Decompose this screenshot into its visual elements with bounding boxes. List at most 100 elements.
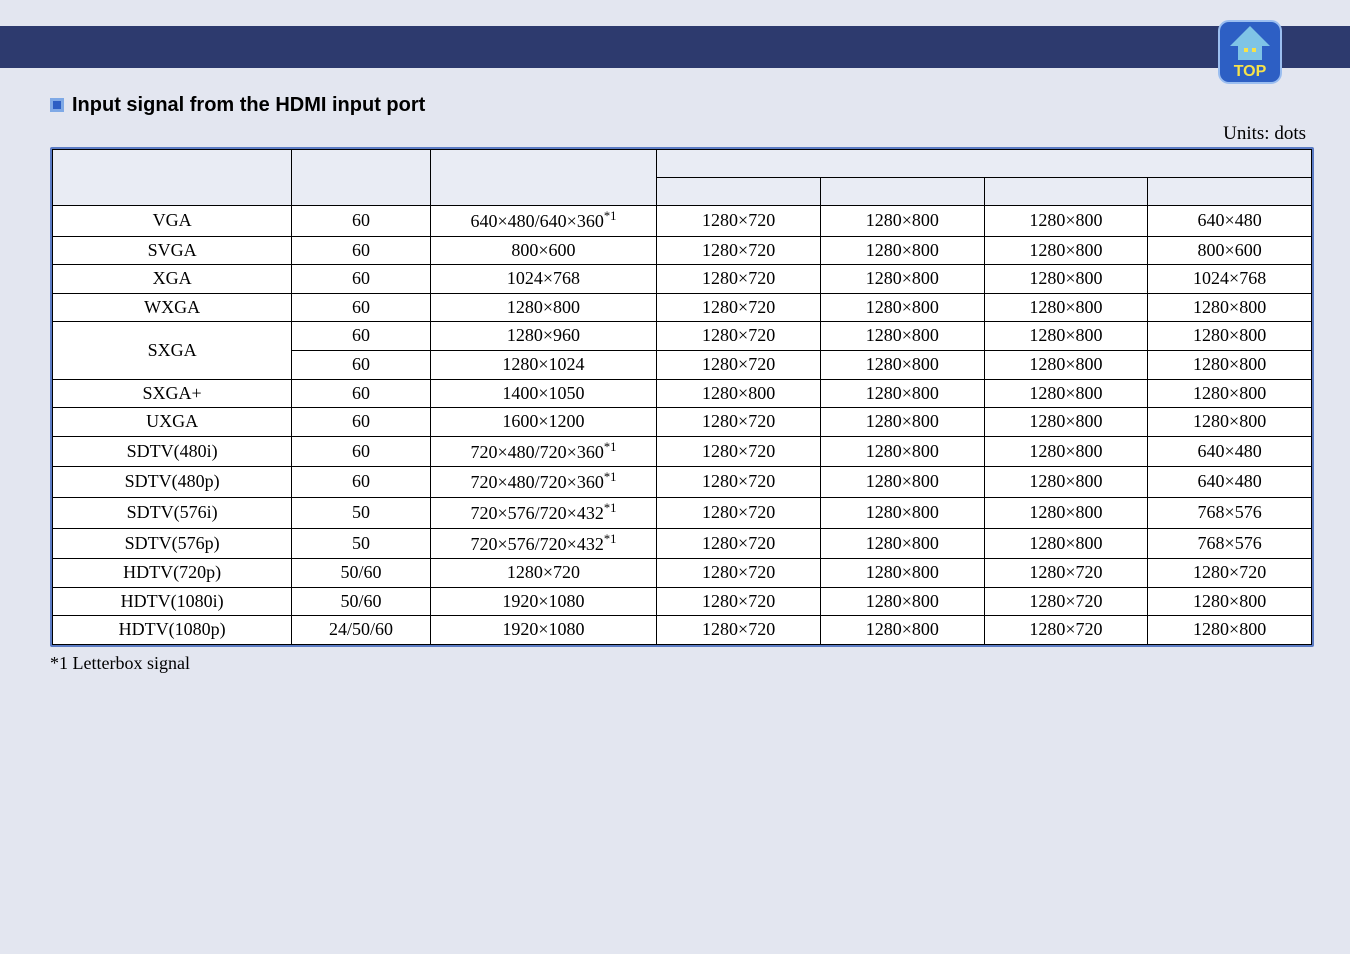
superscript: *1: [604, 532, 617, 546]
header-bar: TOP: [0, 0, 1350, 72]
cell-output: 1280×800: [984, 350, 1148, 379]
cell-signal: SDTV(480i): [53, 436, 292, 467]
signal-table-wrap: VGA60640×480/640×360*11280×7201280×80012…: [50, 147, 1314, 647]
cell-signal: SDTV(576i): [53, 497, 292, 528]
table-row: HDTV(1080p)24/50/601920×1080 1280×7201280…: [53, 616, 1312, 645]
cell-output: 1280×800: [820, 559, 984, 588]
cell-output: 1280×720: [657, 322, 821, 351]
cell-output: 1280×720: [657, 528, 821, 559]
th-signal: [53, 150, 292, 206]
cell-refresh: 60: [292, 350, 430, 379]
cell-output: 1280×800: [1148, 616, 1312, 645]
cell-output: 1280×720: [657, 497, 821, 528]
cell-output: 1280×800: [820, 379, 984, 408]
superscript: *1: [604, 501, 617, 515]
cell-resolution: 640×480/640×360*1: [430, 206, 657, 237]
cell-refresh: 60: [292, 265, 430, 294]
units-label: Units: dots: [50, 123, 1306, 145]
cell-output: 1280×720: [657, 236, 821, 265]
cell-resolution: 1920×1080: [430, 616, 657, 645]
th-col5: [820, 178, 984, 206]
cell-output: 1280×800: [1148, 379, 1312, 408]
table-row: SDTV(576i)50720×576/720×432*11280×720128…: [53, 497, 1312, 528]
cell-output: 1280×720: [657, 559, 821, 588]
cell-output: 1280×720: [657, 587, 821, 616]
cell-resolution: 720×576/720×432*1: [430, 497, 657, 528]
signal-table: VGA60640×480/640×360*11280×7201280×80012…: [52, 149, 1312, 645]
cell-output: 1280×800: [657, 379, 821, 408]
section-title: Input signal from the HDMI input port: [50, 94, 1314, 117]
section-bullet-icon: [50, 98, 64, 112]
cell-output: 1280×720: [657, 436, 821, 467]
table-row: SDTV(480i)60720×480/720×360*11280×720128…: [53, 436, 1312, 467]
cell-output: 1280×800: [820, 265, 984, 294]
cell-output: 1280×720: [1148, 559, 1312, 588]
th-col6: [984, 178, 1148, 206]
cell-signal: SVGA: [53, 236, 292, 265]
cell-output: 1280×800: [820, 322, 984, 351]
superscript: *1: [604, 209, 617, 223]
cell-output: 640×480: [1148, 436, 1312, 467]
cell-signal: SXGA: [53, 322, 292, 379]
cell-output: 1280×720: [657, 265, 821, 294]
cell-output: 1280×800: [820, 293, 984, 322]
cell-signal: SDTV(576p): [53, 528, 292, 559]
cell-output: 1280×800: [820, 350, 984, 379]
cell-refresh: 50: [292, 497, 430, 528]
table-row: UXGA601600×12001280×7201280×8001280×8001…: [53, 408, 1312, 437]
table-row: HDTV(720p)50/601280×7201280×7201280×8001…: [53, 559, 1312, 588]
cell-refresh: 60: [292, 379, 430, 408]
cell-output: 1280×720: [657, 408, 821, 437]
cell-output: 768×576: [1148, 528, 1312, 559]
cell-output: 1280×800: [984, 322, 1148, 351]
cell-output: 1280×800: [1148, 322, 1312, 351]
cell-output: 1280×800: [984, 265, 1148, 294]
cell-refresh: 24/50/60: [292, 616, 430, 645]
cell-output: 640×480: [1148, 467, 1312, 498]
cell-signal: HDTV(1080p): [53, 616, 292, 645]
cell-output: 1280×800: [984, 379, 1148, 408]
cell-output: 1280×800: [984, 528, 1148, 559]
cell-signal: SDTV(480p): [53, 467, 292, 498]
cell-output: 1280×720: [657, 293, 821, 322]
cell-output: 1280×720: [984, 616, 1148, 645]
page-content: Input signal from the HDMI input port Un…: [0, 72, 1350, 674]
table-row: WXGA601280×8001280×7201280×8001280×80012…: [53, 293, 1312, 322]
superscript: *1: [604, 440, 617, 454]
cell-output: 1280×800: [984, 206, 1148, 237]
cell-resolution: 1280×960: [430, 322, 657, 351]
cell-refresh: 60: [292, 236, 430, 265]
table-row: SXGA601280×9601280×7201280×8001280×80012…: [53, 322, 1312, 351]
table-row: SVGA60800×6001280×7201280×8001280×800800…: [53, 236, 1312, 265]
table-row: XGA601024×7681280×7201280×8001280×800102…: [53, 265, 1312, 294]
cell-output: 1280×800: [820, 236, 984, 265]
cell-output: 1280×800: [984, 236, 1148, 265]
cell-resolution: 1280×800: [430, 293, 657, 322]
cell-refresh: 60: [292, 322, 430, 351]
cell-resolution: 720×480/720×360*1: [430, 436, 657, 467]
th-col7: [1148, 178, 1312, 206]
cell-output: 1280×800: [820, 587, 984, 616]
cell-output: 1280×720: [657, 350, 821, 379]
cell-resolution: 1024×768: [430, 265, 657, 294]
cell-signal: WXGA: [53, 293, 292, 322]
table-row: HDTV(1080i)50/601920×10801280×7201280×80…: [53, 587, 1312, 616]
table-body: VGA60640×480/640×360*11280×7201280×80012…: [53, 206, 1312, 645]
cell-resolution: 1600×1200: [430, 408, 657, 437]
cell-output: 640×480: [1148, 206, 1312, 237]
cell-output: 1280×720: [657, 206, 821, 237]
th-col4: [657, 178, 821, 206]
cell-refresh: 50/60: [292, 559, 430, 588]
table-row: SXGA+601400×10501280×8001280×8001280×800…: [53, 379, 1312, 408]
cell-resolution: 720×576/720×432*1: [430, 528, 657, 559]
cell-output: 1280×800: [820, 467, 984, 498]
th-resolutions-group: [657, 150, 1312, 178]
cell-signal: HDTV(1080i): [53, 587, 292, 616]
cell-output: 1280×720: [657, 467, 821, 498]
cell-refresh: 60: [292, 467, 430, 498]
cell-signal: VGA: [53, 206, 292, 237]
cell-resolution: 720×480/720×360*1: [430, 467, 657, 498]
cell-refresh: 60: [292, 293, 430, 322]
cell-output: 1280×800: [984, 408, 1148, 437]
table-row: VGA60640×480/640×360*11280×7201280×80012…: [53, 206, 1312, 237]
